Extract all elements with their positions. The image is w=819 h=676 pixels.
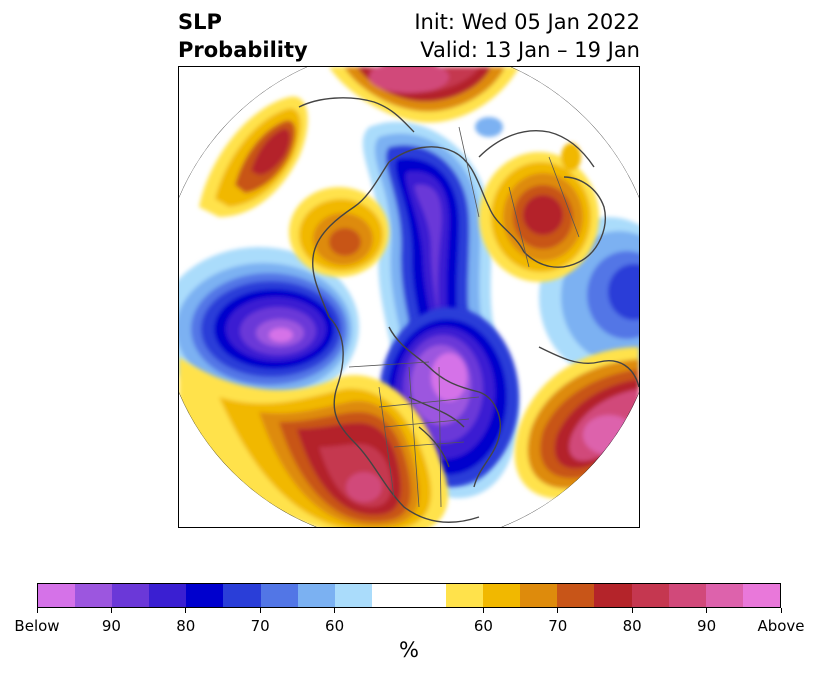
colorbar-segment — [557, 584, 595, 607]
colorbar-segment — [260, 584, 298, 607]
colorbar-tick-mark — [780, 608, 782, 613]
colorbar-segment — [38, 584, 76, 607]
colorbar-tick-mark — [631, 608, 633, 613]
colorbar-segment — [112, 584, 150, 607]
valid-range: Valid: 13 Jan – 19 Jan — [420, 38, 640, 62]
colorbar-tick-label: 80 — [622, 617, 642, 635]
colorbar-segment — [75, 584, 113, 607]
init-date: Init: Wed 05 Jan 2022 — [414, 10, 640, 34]
colorbar-segment — [594, 584, 632, 607]
colorbar-segment — [668, 584, 706, 607]
colorbar-segment — [297, 584, 335, 607]
colorbar-tick-mark — [482, 608, 484, 613]
colorbar-tick-label: Below — [14, 617, 60, 635]
colorbar-tick-label: 90 — [697, 617, 717, 635]
coastlines — [298, 97, 639, 523]
colorbar-tick-mark — [557, 608, 559, 613]
colorbar-tick-mark — [259, 608, 261, 613]
above-normal-bering — [199, 96, 308, 217]
colorbar-segment — [223, 584, 261, 607]
colorbar-tick-label: 60 — [473, 617, 493, 635]
colorbar-tick-mark — [36, 608, 38, 613]
below-normal-pacific — [179, 247, 359, 407]
colorbar-tick-mark — [110, 608, 112, 613]
colorbar-tick-mark — [706, 608, 708, 613]
colorbar-tick-label: 70 — [548, 617, 568, 635]
title-metric: Probability — [178, 38, 308, 62]
colorbar-segment — [520, 584, 558, 607]
colorbar-segment — [186, 584, 224, 607]
colorbar-segment — [408, 584, 447, 607]
colorbar-tick-label: 60 — [325, 617, 345, 635]
colorbar-units: % — [399, 638, 419, 662]
chart-dates: Init: Wed 05 Jan 2022 Valid: 13 Jan – 19… — [414, 8, 640, 64]
above-normal-arctic-siberia — [329, 67, 519, 123]
probability-map — [178, 66, 640, 528]
colorbar-segment — [631, 584, 669, 607]
colorbar-tick-mark — [185, 608, 187, 613]
colorbar-segment — [149, 584, 187, 607]
colorbar-tick-label: 80 — [176, 617, 196, 635]
title-variable: SLP — [178, 10, 222, 34]
colorbar-tick-mark — [334, 608, 336, 613]
below-normal-pole-patch — [475, 117, 503, 137]
above-normal-alaska — [289, 187, 389, 277]
colorbar-tick-label: 70 — [250, 617, 270, 635]
colorbar-segment — [371, 584, 409, 607]
colorbar-segment — [705, 584, 743, 607]
colorbar-segment — [742, 584, 780, 607]
colorbar-tick-label: Above — [757, 617, 805, 635]
borders — [348, 126, 580, 508]
chart-title: SLP Probability — [178, 8, 308, 64]
colorbar — [37, 583, 781, 608]
colorbar-tick-label: 90 — [101, 617, 121, 635]
map-svg — [179, 67, 639, 527]
colorbar-segment — [446, 584, 484, 607]
colorbar-segment — [334, 584, 372, 607]
colorbar-segment — [483, 584, 521, 607]
